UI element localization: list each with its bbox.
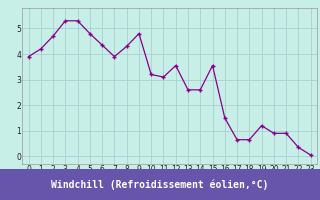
Text: Windchill (Refroidissement éolien,°C): Windchill (Refroidissement éolien,°C) [51, 179, 269, 190]
